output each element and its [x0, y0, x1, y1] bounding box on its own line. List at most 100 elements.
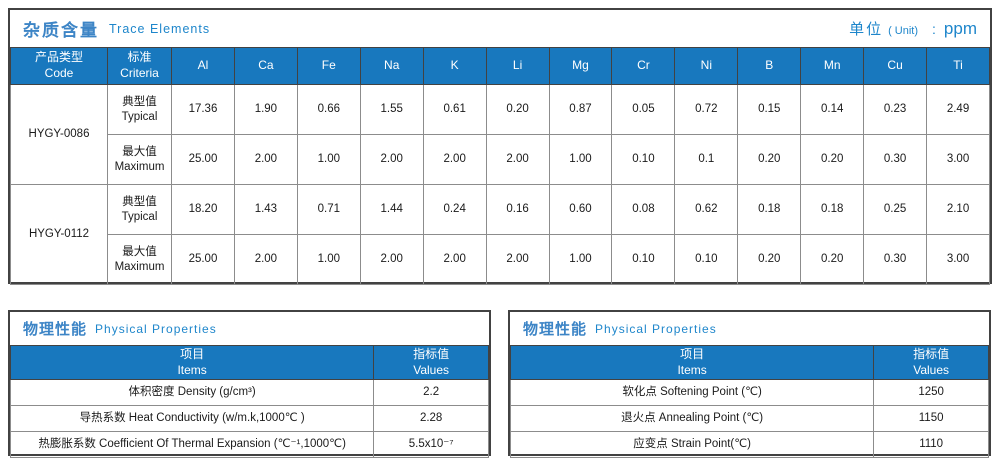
criteria-cell: 最大值 Maximum	[107, 134, 172, 185]
column-header-element-cr: Cr	[611, 47, 676, 85]
value-cell: 0.61	[422, 84, 487, 135]
value-cell: 1.00	[296, 234, 361, 285]
value-cell: 0.24	[422, 184, 487, 235]
value-cell: 25.00	[171, 134, 235, 185]
column-header-element-ca: Ca	[233, 47, 298, 85]
criteria-zh: 典型值	[122, 195, 157, 208]
table-row: 退火点 Annealing Point (℃) 1150	[509, 405, 989, 432]
value-cell: 0.71	[296, 184, 361, 235]
value-cell: 2.00	[359, 134, 424, 185]
column-header-values-zh: 指标值	[413, 346, 450, 361]
physical-left-title-zh: 物理性能	[23, 321, 88, 338]
column-header-element-mg: Mg	[548, 47, 613, 85]
table-row: 体积密度 Density (g/cm³) 2.2	[9, 379, 489, 406]
table-row: 应变点 Strain Point(℃) 1110	[509, 431, 989, 458]
physical-right-header-row: 项目 Items 指标值 Values	[509, 345, 989, 380]
value-cell: 2.49	[926, 84, 990, 135]
value-cell: 0.20	[737, 234, 802, 285]
value-cell: 1.00	[296, 134, 361, 185]
criteria-zh: 典型值	[122, 95, 157, 108]
item-cell: 体积密度 Density (g/cm³)	[9, 379, 375, 406]
value-cell: 0.20	[737, 134, 802, 185]
value-cell: 0.1	[674, 134, 739, 185]
criteria-en: Maximum	[114, 260, 165, 273]
value-cell: 18.20	[171, 184, 235, 235]
table-row: 最大值 Maximum 25.00 2.00 1.00 2.00 2.00 2.…	[11, 234, 990, 285]
item-cell: 应变点 Strain Point(℃)	[509, 431, 875, 458]
value-cell: 0.30	[863, 134, 928, 185]
table-row: 热膨胀系数 Coefficient Of Thermal Expansion (…	[9, 431, 489, 458]
value-cell: 2.00	[233, 234, 298, 285]
column-header-element-al: Al	[171, 47, 235, 85]
column-header-element-cu: Cu	[863, 47, 928, 85]
unit-label: 单位 ( Unit) : ppm	[849, 18, 977, 39]
item-cell: 热膨胀系数 Coefficient Of Thermal Expansion (…	[9, 431, 375, 458]
value-cell: 2.10	[926, 184, 990, 235]
value-cell: 0.10	[611, 134, 676, 185]
physical-left-table: 项目 Items 指标值 Values 体积密度 Density (g/cm³)…	[9, 345, 489, 458]
column-header-element-na: Na	[359, 47, 424, 85]
column-header-criteria-en: Criteria	[120, 66, 159, 80]
value-cell: 1.00	[548, 134, 613, 185]
column-header-element-ni: Ni	[674, 47, 739, 85]
value-cell: 0.18	[737, 184, 802, 235]
table-row: 软化点 Softening Point (℃) 1250	[509, 379, 989, 406]
table-row: 最大值 Maximum 25.00 2.00 1.00 2.00 2.00 2.…	[11, 134, 990, 185]
value-cell: 3.00	[926, 234, 990, 285]
criteria-en: Typical	[121, 110, 158, 123]
criteria-cell: 典型值 Typical	[107, 184, 172, 235]
column-header-element-mn: Mn	[800, 47, 865, 85]
item-cell: 软化点 Softening Point (℃)	[509, 379, 875, 406]
value-cell: 0.10	[611, 234, 676, 285]
value-cell: 2.00	[233, 134, 298, 185]
column-header-code: 产品类型 Code	[10, 47, 108, 85]
value-cell: 0.23	[863, 84, 928, 135]
product-code-cell: HYGY-0086	[10, 84, 108, 185]
criteria-en: Maximum	[114, 160, 165, 173]
unit-label-zh: 单位	[849, 21, 884, 38]
trace-elements-table: 产品类型 Code 标准 Criteria Al Ca Fe Na K Li M…	[10, 47, 990, 285]
physical-left-header-row: 项目 Items 指标值 Values	[9, 345, 489, 380]
value-cell: 0.60	[548, 184, 613, 235]
criteria-cell: 典型值 Typical	[107, 84, 172, 135]
value-cell: 0.16	[485, 184, 550, 235]
value-cell: 1.00	[548, 234, 613, 285]
value-cell: 2.00	[485, 234, 550, 285]
value-cell: 0.18	[800, 184, 865, 235]
table-row: HYGY-0112 典型值 Typical 18.20 1.43 0.71 1.…	[10, 184, 990, 285]
column-header-criteria-zh: 标准	[127, 50, 152, 65]
column-header-element-k: K	[422, 47, 487, 85]
value-cell: 1.55	[359, 84, 424, 135]
value-cell: 0.05	[611, 84, 676, 135]
unit-colon: :	[932, 21, 936, 37]
trace-elements-panel: 杂质含量 Trace Elements 单位 ( Unit) : ppm 产品类…	[8, 8, 992, 285]
value-cell: 2.2	[373, 379, 489, 406]
column-header-criteria: 标准 Criteria	[107, 47, 172, 85]
column-header-items: 项目 Items	[9, 345, 375, 380]
trace-elements-titlebar: 杂质含量 Trace Elements 单位 ( Unit) : ppm	[10, 10, 990, 47]
physical-right-title-en: Physical Properties	[595, 321, 717, 336]
value-cell: 0.66	[296, 84, 361, 135]
value-cell: 3.00	[926, 134, 990, 185]
value-cell: 1150	[873, 405, 989, 432]
value-cell: 25.00	[171, 234, 235, 285]
table-row: 导热系数 Heat Conductivity (w/m.k,1000℃ ) 2.…	[9, 405, 489, 432]
column-header-code-zh: 产品类型	[34, 50, 83, 65]
criteria-zh: 最大值	[122, 145, 157, 158]
column-header-element-li: Li	[485, 47, 550, 85]
value-cell: 1.44	[359, 184, 424, 235]
value-cell: 17.36	[171, 84, 235, 135]
column-header-items-en: Items	[177, 362, 207, 377]
physical-right-title-zh: 物理性能	[523, 321, 588, 338]
value-cell: 0.20	[800, 134, 865, 185]
column-header-element-ti: Ti	[926, 47, 990, 85]
value-cell: 0.15	[737, 84, 802, 135]
physical-left-title-en: Physical Properties	[95, 321, 217, 336]
table-row: HYGY-0086 典型值 Typical 17.36 1.90 0.66 1.…	[10, 84, 990, 185]
value-cell: 0.87	[548, 84, 613, 135]
trace-header-row: 产品类型 Code 标准 Criteria Al Ca Fe Na K Li M…	[10, 47, 990, 85]
value-cell: 2.00	[422, 234, 487, 285]
physical-right-table: 项目 Items 指标值 Values 软化点 Softening Point …	[509, 345, 989, 458]
product-code-cell: HYGY-0112	[10, 184, 108, 285]
unit-value: ppm	[943, 19, 977, 38]
